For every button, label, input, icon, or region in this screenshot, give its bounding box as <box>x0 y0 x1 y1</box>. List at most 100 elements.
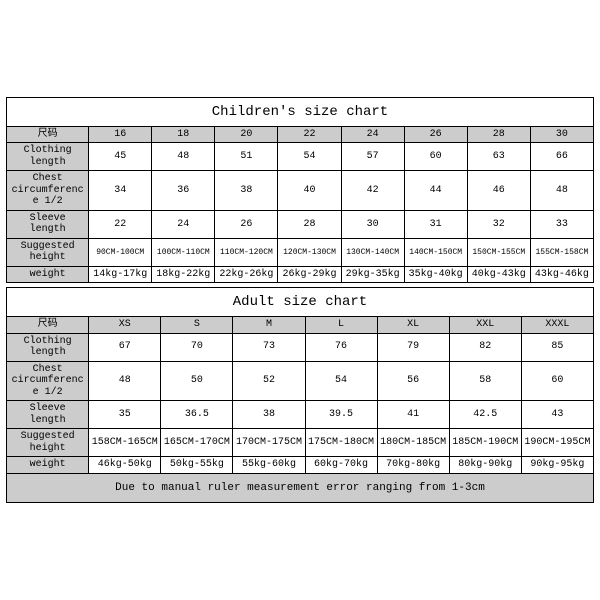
cell: 60kg-70kg <box>305 457 377 474</box>
row-label: Clothing length <box>7 333 89 361</box>
cell: 33 <box>530 210 593 238</box>
cell: 67 <box>89 333 161 361</box>
cell: 80kg-90kg <box>449 457 521 474</box>
cell: 70 <box>161 333 233 361</box>
cell: 35 <box>89 401 161 429</box>
cell: 90kg-95kg <box>521 457 593 474</box>
children-size-6: 28 <box>467 126 530 143</box>
adult-title: Adult size chart <box>7 287 594 316</box>
cell: 32 <box>467 210 530 238</box>
row-label: Chest circumference 1/2 <box>7 171 89 211</box>
cell: 41 <box>377 401 449 429</box>
cell: 150CM-155CM <box>467 238 530 266</box>
adult-size-4: XL <box>377 317 449 334</box>
adult-title-row: Adult size chart <box>7 287 594 316</box>
cell: 22 <box>89 210 152 238</box>
cell: 175CM-180CM <box>305 429 377 457</box>
cell: 190CM-195CM <box>521 429 593 457</box>
cell: 60 <box>521 361 593 401</box>
table-row: weight 46kg-50kg 50kg-55kg 55kg-60kg 60k… <box>7 457 594 474</box>
children-title: Children's size chart <box>7 97 594 126</box>
children-header-row: 尺码 16 18 20 22 24 26 28 30 <box>7 126 594 143</box>
cell: 38 <box>233 401 305 429</box>
cell: 165CM-170CM <box>161 429 233 457</box>
cell: 18kg-22kg <box>152 266 215 283</box>
cell: 130CM-140CM <box>341 238 404 266</box>
adult-size-6: XXXL <box>521 317 593 334</box>
row-label: Sleeve length <box>7 401 89 429</box>
cell: 180CM-185CM <box>377 429 449 457</box>
table-row: Suggested height 158CM-165CM 165CM-170CM… <box>7 429 594 457</box>
cell: 52 <box>233 361 305 401</box>
table-row: Chest circumference 1/2 48 50 52 54 56 5… <box>7 361 594 401</box>
cell: 50kg-55kg <box>161 457 233 474</box>
cell: 38 <box>215 171 278 211</box>
cell: 26 <box>215 210 278 238</box>
cell: 60 <box>404 143 467 171</box>
cell: 44 <box>404 171 467 211</box>
row-label: Sleeve length <box>7 210 89 238</box>
row-label: Chest circumference 1/2 <box>7 361 89 401</box>
cell: 46 <box>467 171 530 211</box>
cell: 36 <box>152 171 215 211</box>
cell: 120CM-130CM <box>278 238 341 266</box>
adult-size-2: M <box>233 317 305 334</box>
adult-header-row: 尺码 XS S M L XL XXL XXXL <box>7 317 594 334</box>
adult-size-3: L <box>305 317 377 334</box>
children-size-7: 30 <box>530 126 593 143</box>
cell: 29kg-35kg <box>341 266 404 283</box>
children-title-row: Children's size chart <box>7 97 594 126</box>
cell: 28 <box>278 210 341 238</box>
cell: 42 <box>341 171 404 211</box>
cell: 158CM-165CM <box>89 429 161 457</box>
adult-size-1: S <box>161 317 233 334</box>
cell: 31 <box>404 210 467 238</box>
cell: 22kg-26kg <box>215 266 278 283</box>
table-row: Clothing length 45 48 51 54 57 60 63 66 <box>7 143 594 171</box>
cell: 14kg-17kg <box>89 266 152 283</box>
cell: 50 <box>161 361 233 401</box>
table-row: Clothing length 67 70 73 76 79 82 85 <box>7 333 594 361</box>
cell: 48 <box>530 171 593 211</box>
adult-size-table: Adult size chart 尺码 XS S M L XL XXL XXXL… <box>6 287 594 503</box>
cell: 82 <box>449 333 521 361</box>
footer-note: Due to manual ruler measurement error ra… <box>7 473 594 503</box>
children-size-0: 16 <box>89 126 152 143</box>
cell: 26kg-29kg <box>278 266 341 283</box>
cell: 76 <box>305 333 377 361</box>
cell: 90CM-100CM <box>89 238 152 266</box>
cell: 42.5 <box>449 401 521 429</box>
cell: 51 <box>215 143 278 171</box>
children-size-1: 18 <box>152 126 215 143</box>
row-label: weight <box>7 457 89 474</box>
table-row: Chest circumference 1/2 34 36 38 40 42 4… <box>7 171 594 211</box>
cell: 24 <box>152 210 215 238</box>
cell: 30 <box>341 210 404 238</box>
cell: 185CM-190CM <box>449 429 521 457</box>
cell: 63 <box>467 143 530 171</box>
children-size-2: 20 <box>215 126 278 143</box>
cell: 155CM-158CM <box>530 238 593 266</box>
cell: 73 <box>233 333 305 361</box>
footer-row: Due to manual ruler measurement error ra… <box>7 473 594 503</box>
cell: 40 <box>278 171 341 211</box>
cell: 140CM-150CM <box>404 238 467 266</box>
cell: 39.5 <box>305 401 377 429</box>
cell: 40kg-43kg <box>467 266 530 283</box>
cell: 57 <box>341 143 404 171</box>
cell: 46kg-50kg <box>89 457 161 474</box>
cell: 35kg-40kg <box>404 266 467 283</box>
children-size-4: 24 <box>341 126 404 143</box>
cell: 54 <box>278 143 341 171</box>
cell: 170CM-175CM <box>233 429 305 457</box>
adult-size-0: XS <box>89 317 161 334</box>
adult-header-label: 尺码 <box>7 317 89 334</box>
row-label: Suggested height <box>7 238 89 266</box>
cell: 55kg-60kg <box>233 457 305 474</box>
cell: 58 <box>449 361 521 401</box>
table-row: Sleeve length 22 24 26 28 30 31 32 33 <box>7 210 594 238</box>
table-row: weight 14kg-17kg 18kg-22kg 22kg-26kg 26k… <box>7 266 594 283</box>
size-chart-container: Children's size chart 尺码 16 18 20 22 24 … <box>0 93 600 507</box>
cell: 66 <box>530 143 593 171</box>
row-label: Clothing length <box>7 143 89 171</box>
